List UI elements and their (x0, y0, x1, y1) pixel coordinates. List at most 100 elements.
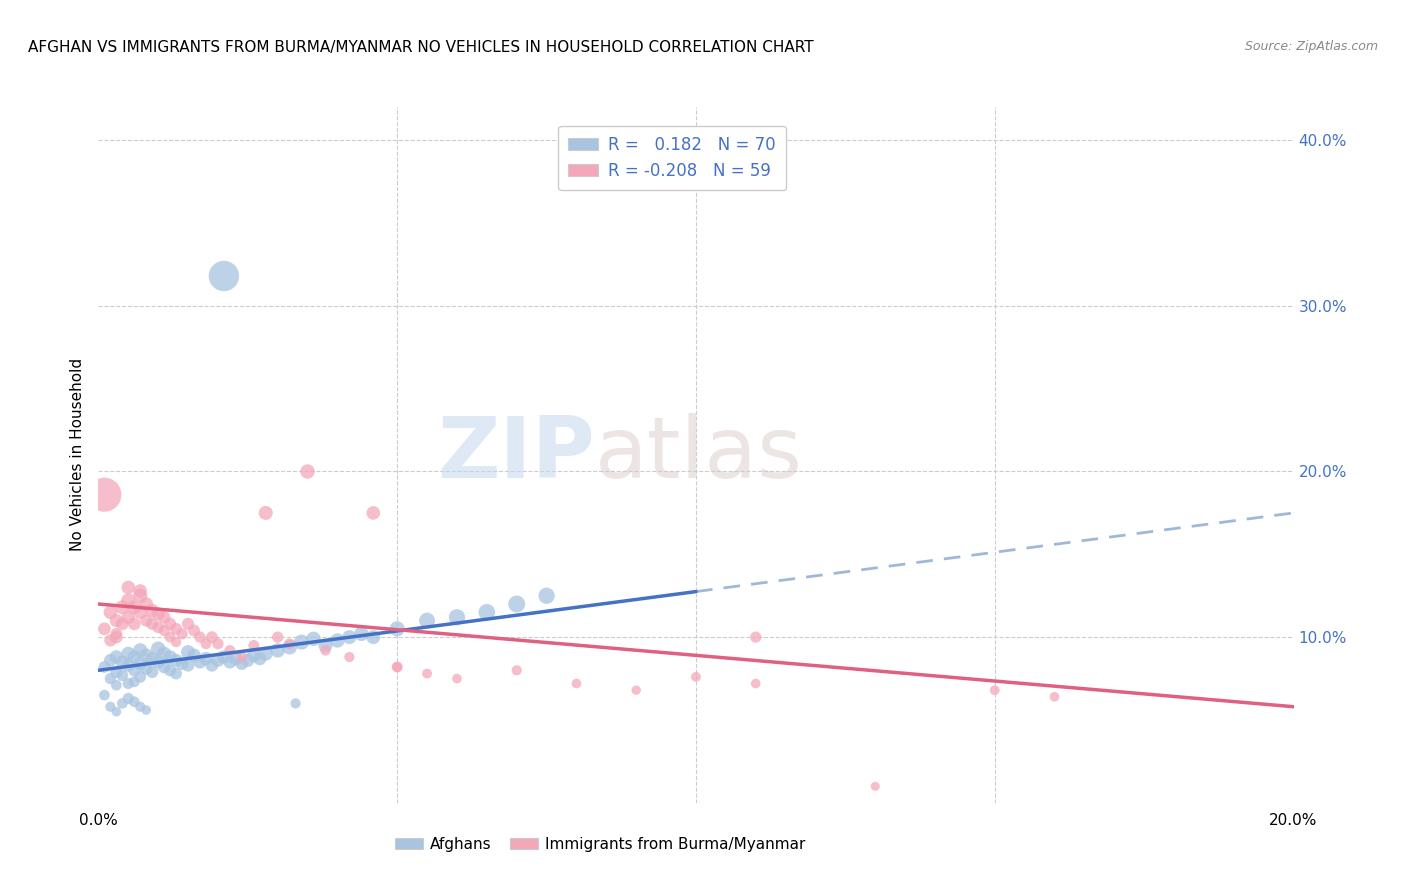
Point (98, 672, 122, 686)
Point (159, 630, 181, 644)
Point (278, 637, 301, 651)
Y-axis label: No Vehicles in Household: No Vehicles in Household (69, 359, 84, 551)
Point (148, 655, 170, 669)
Point (135, 597, 157, 611)
Point (117, 647, 139, 661)
Point (135, 648, 157, 663)
Point (153, 624, 176, 638)
Point (93, 622, 115, 636)
Point (212, 650, 235, 665)
Point (98, 633, 122, 648)
Point (745, 676, 768, 690)
Point (117, 676, 139, 690)
Legend: Afghans, Immigrants from Burma/Myanmar: Afghans, Immigrants from Burma/Myanmar (389, 830, 811, 858)
Point (135, 614, 157, 628)
Point (105, 614, 128, 628)
Point (536, 589, 558, 603)
Point (984, 683, 1007, 698)
Point (626, 683, 648, 698)
Point (111, 655, 134, 669)
Point (117, 610, 139, 624)
Point (363, 630, 385, 644)
Point (326, 633, 349, 648)
Point (385, 660, 409, 674)
Point (350, 627, 373, 641)
Point (315, 639, 337, 653)
Point (249, 651, 271, 665)
Point (302, 632, 325, 646)
Point (129, 583, 152, 598)
Point (315, 643, 337, 657)
Point (236, 653, 259, 667)
Point (177, 658, 200, 673)
Point (117, 581, 139, 595)
Point (148, 620, 170, 634)
Point (231, 657, 253, 671)
Point (183, 624, 205, 638)
Point (98, 699, 122, 714)
Point (129, 643, 152, 657)
Point (177, 645, 200, 659)
Point (124, 674, 146, 689)
Point (148, 641, 170, 656)
Point (254, 506, 277, 520)
Point (172, 657, 194, 671)
Point (291, 635, 314, 649)
Point (219, 655, 242, 669)
Point (278, 640, 301, 654)
Point (105, 705, 128, 719)
Point (446, 672, 468, 686)
Point (111, 668, 134, 682)
Point (177, 616, 200, 631)
Point (685, 670, 707, 684)
Point (117, 691, 139, 706)
Point (111, 616, 134, 631)
Point (165, 653, 187, 667)
Point (363, 506, 385, 520)
Point (475, 605, 498, 619)
Point (385, 622, 409, 636)
Point (219, 643, 242, 657)
Point (212, 268, 235, 283)
Point (124, 650, 146, 665)
Point (105, 665, 128, 679)
Point (148, 607, 170, 621)
Point (416, 666, 439, 681)
Point (105, 630, 128, 644)
Point (1043, 690, 1066, 704)
Point (135, 662, 157, 676)
Text: ZIP: ZIP (437, 413, 595, 497)
Point (93, 688, 115, 702)
Point (124, 695, 146, 709)
Point (159, 663, 181, 677)
Text: atlas: atlas (595, 413, 803, 497)
Text: Source: ZipAtlas.com: Source: ZipAtlas.com (1244, 40, 1378, 54)
Point (165, 666, 187, 681)
Point (188, 630, 211, 644)
Point (243, 648, 266, 663)
Point (506, 597, 529, 611)
Point (105, 650, 128, 665)
Point (105, 678, 128, 692)
Point (297, 465, 319, 479)
Point (141, 665, 163, 679)
Point (565, 676, 588, 690)
Point (225, 651, 247, 665)
Point (385, 660, 409, 674)
Point (153, 610, 176, 624)
Point (207, 653, 229, 667)
Point (117, 593, 139, 607)
Point (745, 630, 768, 644)
Point (183, 648, 205, 663)
Point (165, 635, 187, 649)
Point (124, 600, 146, 615)
Point (98, 653, 122, 667)
Text: AFGHAN VS IMMIGRANTS FROM BURMA/MYANMAR NO VEHICLES IN HOUSEHOLD CORRELATION CHA: AFGHAN VS IMMIGRANTS FROM BURMA/MYANMAR … (28, 40, 814, 55)
Point (129, 699, 152, 714)
Point (159, 616, 181, 631)
Point (243, 639, 266, 653)
Point (124, 663, 146, 677)
Point (339, 650, 361, 665)
Point (93, 660, 115, 674)
Point (201, 658, 224, 673)
